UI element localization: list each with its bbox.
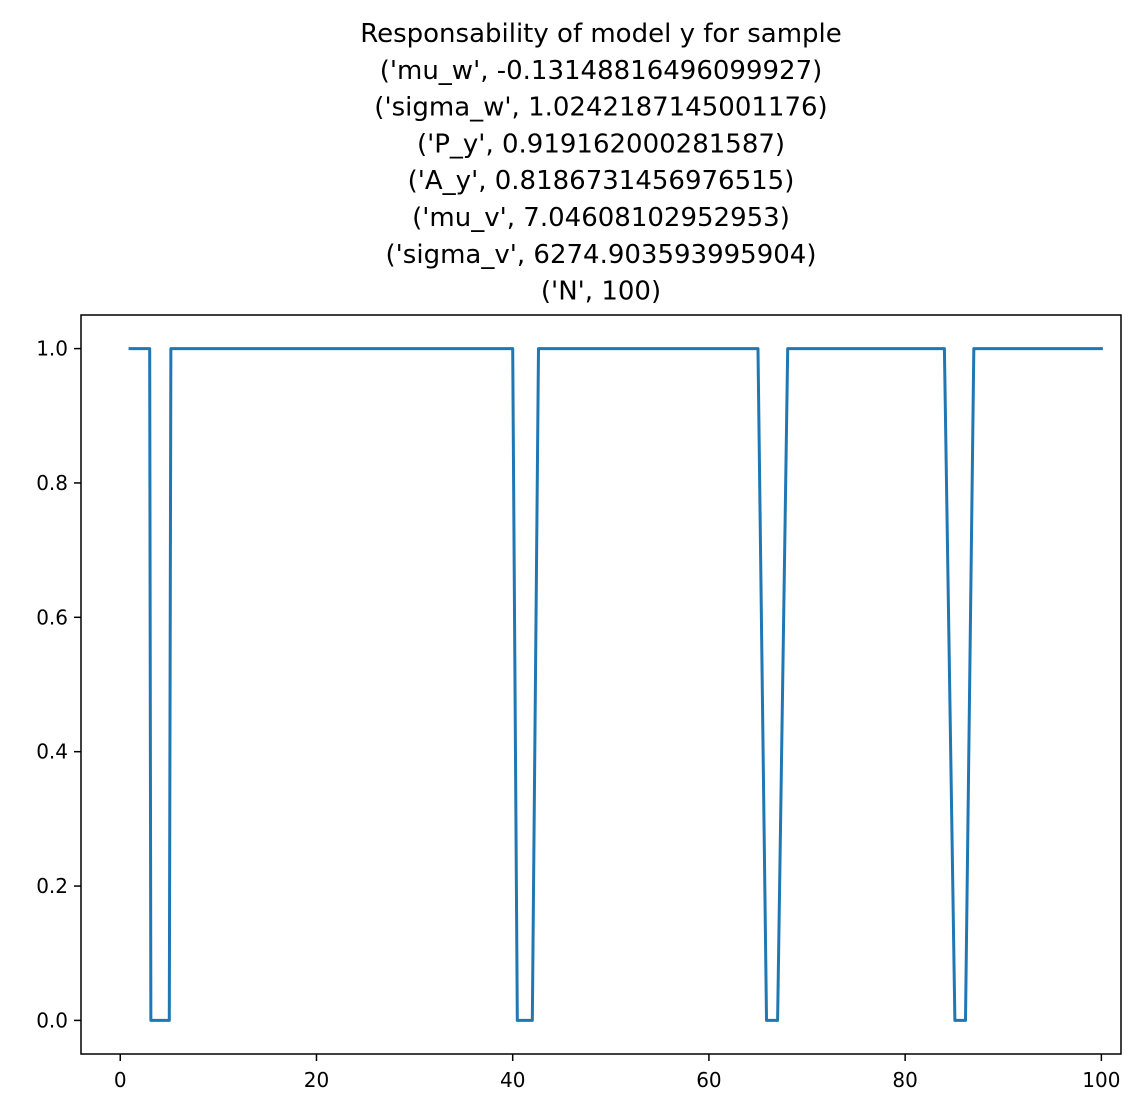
title-line-2: ('sigma_w', 1.0242187145001176) xyxy=(374,93,827,123)
y-tick-label: 0.4 xyxy=(36,740,68,764)
x-tick-label: 0 xyxy=(114,1068,127,1092)
y-tick-label: 0.2 xyxy=(36,874,68,898)
y-tick-label: 1.0 xyxy=(36,337,68,361)
x-tick-label: 20 xyxy=(304,1068,329,1092)
x-tick-label: 40 xyxy=(500,1068,525,1092)
title-line-3: ('P_y', 0.919162000281587) xyxy=(417,129,785,159)
title-line-7: ('N', 100) xyxy=(541,277,661,307)
x-tick-label: 80 xyxy=(892,1068,917,1092)
title-line-4: ('A_y', 0.8186731456976515) xyxy=(408,166,795,196)
title-line-6: ('sigma_v', 6274.903593995904) xyxy=(386,240,817,270)
title-line-1: ('mu_w', -0.13148816496099927) xyxy=(380,56,823,86)
plot-area-frame xyxy=(80,314,1122,1055)
y-tick-label: 0.6 xyxy=(36,605,68,629)
x-tick-label: 100 xyxy=(1082,1068,1120,1092)
title-line-0: Responsability of model y for sample xyxy=(360,19,842,49)
y-axis: 0.0 0.2 0.4 0.6 0.8 1.0 xyxy=(36,337,81,1032)
y-tick-label: 0.8 xyxy=(36,471,68,495)
x-tick-label: 60 xyxy=(696,1068,721,1092)
chart-title: Responsability of model y for sample ('mu… xyxy=(360,19,842,307)
x-axis: 0 20 40 60 80 100 xyxy=(114,1054,1120,1092)
title-line-5: ('mu_v', 7.04608102952953) xyxy=(412,203,790,233)
y-tick-label: 0.0 xyxy=(36,1008,68,1032)
series-line-responsibility xyxy=(128,347,1103,1022)
